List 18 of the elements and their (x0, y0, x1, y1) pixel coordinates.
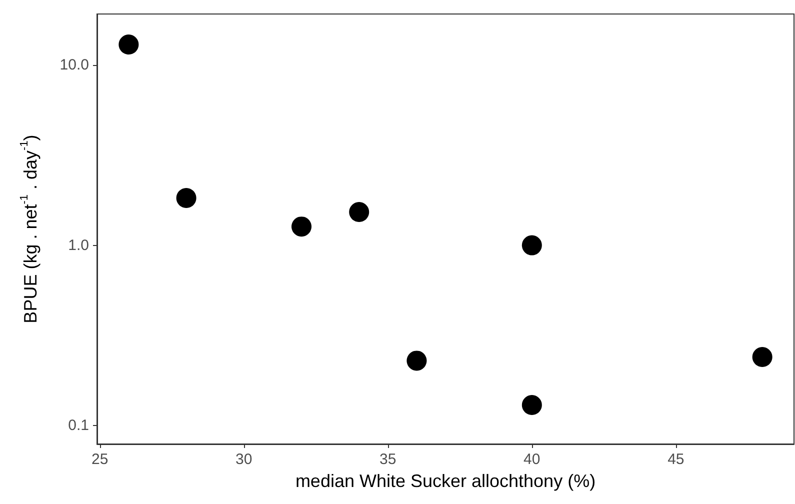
x-tick-label: 30 (236, 451, 252, 468)
point (349, 202, 370, 222)
x-axis-title: median White Sucker allochthony (%) (295, 471, 596, 491)
y-tick-label: 0.1 (68, 417, 89, 434)
x-tick-label: 45 (668, 451, 684, 468)
point (292, 216, 312, 237)
x-tick-label: 35 (380, 451, 396, 468)
x-tick-label: 40 (524, 451, 540, 468)
point (522, 235, 542, 256)
point (522, 395, 542, 416)
point (118, 34, 139, 55)
point (176, 188, 196, 208)
x-tick-label: 25 (92, 451, 108, 468)
y-tick-label: 10.0 (60, 56, 89, 74)
point (752, 347, 772, 368)
y-tick-label: 1.0 (68, 236, 89, 254)
point (406, 350, 427, 371)
y-axis-title: BPUE (kg . net-1 . day-1) (18, 134, 40, 324)
